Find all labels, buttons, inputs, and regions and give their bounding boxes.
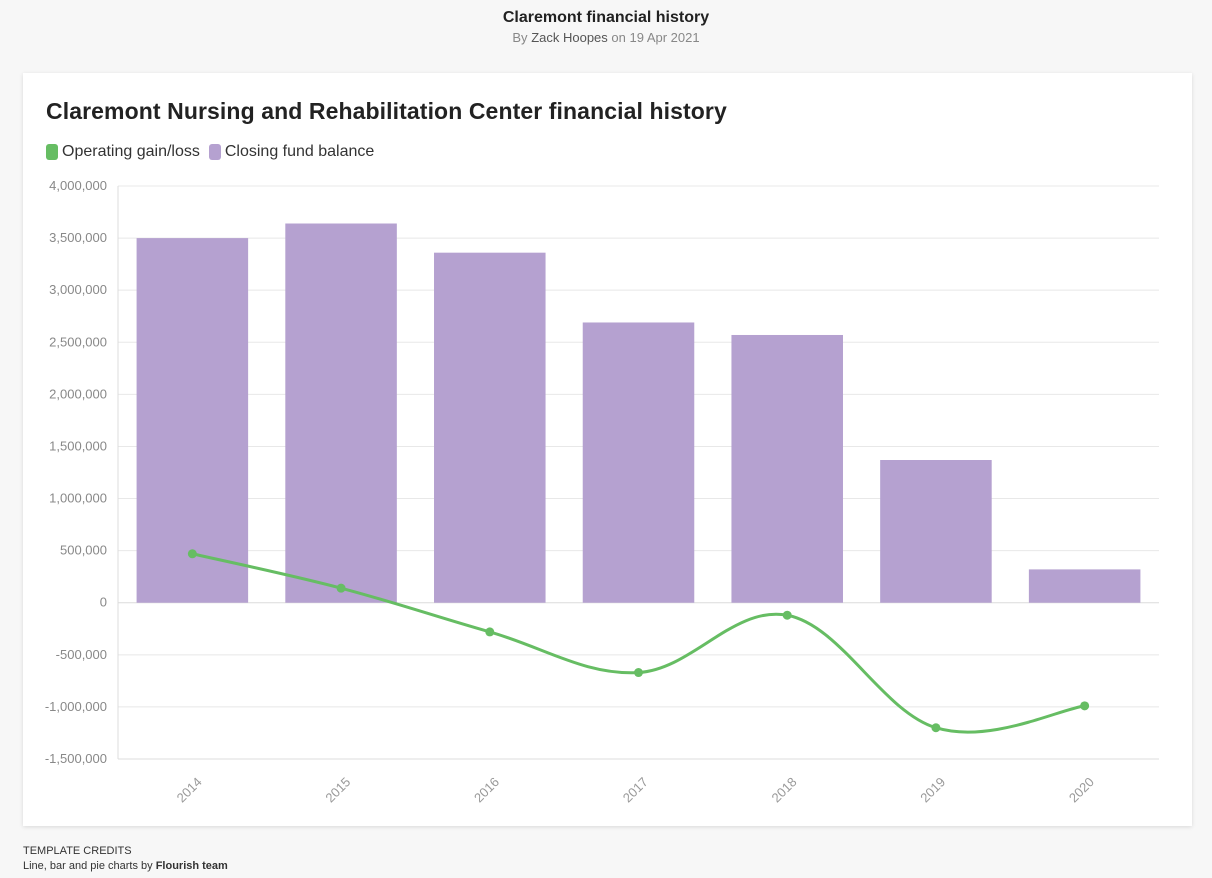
legend-swatch-operating <box>46 144 58 160</box>
page-title: Claremont financial history <box>502 9 710 26</box>
y-tick-label: -500,000 <box>56 647 107 662</box>
chart-card: Claremont Nursing and Rehabilitation Cen… <box>23 73 1192 826</box>
legend: Operating gain/loss Closing fund balance <box>46 143 383 161</box>
y-tick-label: 1,000,000 <box>49 491 107 506</box>
y-tick-label: 3,500,000 <box>49 230 107 245</box>
x-tick-label: 2015 <box>322 774 353 805</box>
x-tick-label: 2016 <box>471 774 502 805</box>
credits-line: Line, bar and pie charts by Flourish tea… <box>23 859 228 874</box>
credits-text: Line, bar and pie charts by <box>23 860 153 872</box>
chart-title: Claremont Nursing and Rehabilitation Cen… <box>46 98 727 124</box>
byline: By Zack Hoopes on 19 Apr 2021 <box>0 29 1212 47</box>
x-tick-label: 2019 <box>917 774 948 805</box>
bar <box>434 252 546 603</box>
page-header: Claremont financial history By Zack Hoop… <box>0 8 1212 47</box>
y-tick-label: 2,500,000 <box>49 334 107 349</box>
legend-label-operating: Operating gain/loss <box>62 143 200 160</box>
x-tick-label: 2014 <box>174 774 205 805</box>
bar <box>136 238 249 603</box>
legend-item-operating[interactable]: Operating gain/loss <box>46 143 200 161</box>
credits-team-link[interactable]: Flourish team <box>155 860 228 872</box>
y-tick-label: 0 <box>100 595 107 610</box>
x-tick-label: 2020 <box>1066 774 1097 805</box>
bar <box>1028 569 1141 603</box>
x-tick-label: 2018 <box>769 774 800 805</box>
legend-item-closing[interactable]: Closing fund balance <box>208 143 375 161</box>
x-tick-label: 2017 <box>620 774 651 805</box>
data-point <box>931 723 941 733</box>
data-point <box>782 610 792 620</box>
y-tick-label: -1,000,000 <box>45 699 107 714</box>
data-point <box>1080 701 1090 711</box>
y-tick-label: 4,000,000 <box>49 178 107 193</box>
template-credits: TEMPLATE CREDITS Line, bar and pie chart… <box>23 844 228 874</box>
legend-label-closing: Closing fund balance <box>224 143 375 160</box>
bar <box>731 334 843 603</box>
data-point <box>187 549 197 559</box>
data-point <box>634 668 643 678</box>
bar <box>880 459 992 603</box>
data-point <box>485 627 495 637</box>
y-tick-label: 1,500,000 <box>49 438 107 453</box>
y-tick-label: -1,500,000 <box>45 751 107 766</box>
bar <box>582 322 695 603</box>
legend-swatch-closing <box>208 144 221 160</box>
byline-prefix: By <box>512 30 528 45</box>
y-tick-label: 500,000 <box>60 543 107 558</box>
author-link[interactable]: Zack Hoopes <box>531 30 608 45</box>
data-point <box>336 583 346 593</box>
y-tick-label: 3,000,000 <box>49 282 107 297</box>
chart-svg: -1,500,000 -1,000,000 -500,000 0 500,000 1,00… <box>45 178 1159 805</box>
publish-date: on 19 Apr 2021 <box>611 30 700 45</box>
credits-title: TEMPLATE CREDITS <box>23 845 132 857</box>
y-tick-label: 2,000,000 <box>49 386 107 401</box>
bar <box>285 223 397 603</box>
